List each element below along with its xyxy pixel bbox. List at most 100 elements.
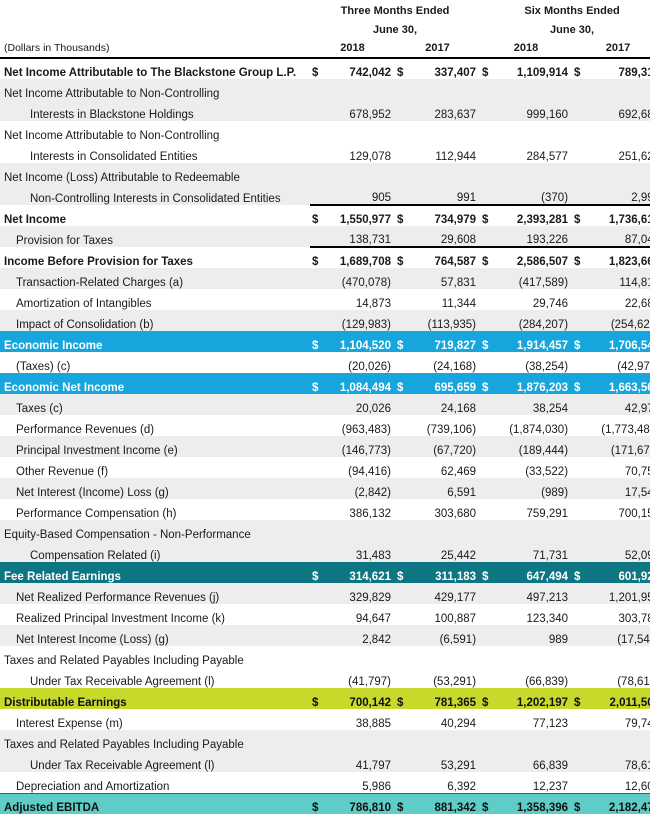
currency-symbol-taxes-negative-2 <box>480 352 495 373</box>
value-taxes-related-payables-1-col3: (78,615) <box>586 667 650 688</box>
currency-symbol-depreciation-and-amortization-2 <box>480 772 495 793</box>
table-row: Depreciation and Amortization 5,986 6,392 1… <box>0 772 650 793</box>
value-economic-net-income-col2: 1,876,203 <box>494 373 573 394</box>
header-subgroup-row: June 30, June 30, <box>0 19 650 38</box>
value-principal-investment-income-col2: (189,444) <box>494 436 573 457</box>
currency-symbol-realized-principal-investment-income-0 <box>310 604 324 625</box>
table-row: Net Income Attributable to Non-Controlli… <box>0 121 650 142</box>
currency-symbol-ni-loss-redeemable-noncontrolling-3 <box>572 184 587 205</box>
value-taxes-related-payables-2-col3: 78,615 <box>586 751 650 772</box>
table-row: Income Before Provision for Taxes $1,689,… <box>0 246 650 268</box>
table-row: Interests in Blackstone Holdings 678,952 2… <box>0 100 650 121</box>
value-amortization-of-intangibles-col2: 29,746 <box>494 289 573 310</box>
header-three-months-ended: Three Months Ended <box>340 5 450 17</box>
table-row: Realized Principal Investment Income (k)… <box>0 604 650 625</box>
value-net-interest-income-loss-2-col1: (6,591) <box>409 625 481 646</box>
currency-symbol-net-interest-income-loss-2 <box>480 478 495 499</box>
row-label-net-income: Net Income <box>0 205 310 226</box>
row-label-transaction-related-charges: Transaction-Related Charges (a) <box>0 268 310 289</box>
currency-symbol-net-income-3: $ <box>572 204 587 226</box>
currency-symbol-taxes-1 <box>395 394 409 415</box>
value-depreciation-and-amortization-col2: 12,237 <box>494 772 573 793</box>
currency-symbol-performance-revenues-1 <box>395 415 409 436</box>
currency-symbol-amortization-of-intangibles-0 <box>310 289 324 310</box>
row-label-taxes-related-payables-2: Under Tax Receivable Agreement (l) <box>0 751 310 772</box>
currency-symbol-amortization-of-intangibles-2 <box>480 289 495 310</box>
currency-symbol-interest-expense-0 <box>310 709 324 730</box>
currency-symbol-taxes-negative-0 <box>310 352 324 373</box>
header-group-row: Three Months Ended Six Months Ended <box>0 0 650 19</box>
value-provision-for-taxes-col2: 193,226 <box>494 226 573 247</box>
currency-symbol-fee-related-earnings-3: $ <box>572 562 587 583</box>
table-row: Interests in Consolidated Entities 129,07… <box>0 142 650 163</box>
header-year-q3-2018: 2018 <box>310 38 395 59</box>
row-label-performance-compensation: Performance Compensation (h) <box>0 499 310 520</box>
value-net-interest-income-loss-col2: (989) <box>494 478 573 499</box>
value-economic-net-income-col1: 695,659 <box>409 373 481 394</box>
table-row: Interest Expense (m) 38,885 40,294 77,123 79… <box>0 709 650 730</box>
currency-symbol-net-realized-performance-revenues-1 <box>395 583 409 604</box>
row-label-impact-of-consolidation: Impact of Consolidation (b) <box>0 310 310 331</box>
value-realized-principal-investment-income-col3: 303,781 <box>586 604 650 625</box>
currency-symbol-amortization-of-intangibles-3 <box>572 289 587 310</box>
table-row: Net Interest Income (Loss) (g) 2,842 (6,59… <box>0 625 650 646</box>
value-distributable-earnings-col2: 1,202,197 <box>494 688 573 709</box>
units-note: (Dollars in Thousands) <box>0 38 310 59</box>
currency-symbol-ni-noncontrolling-blackstone-holdings-1 <box>395 100 409 121</box>
currency-symbol-principal-investment-income-3 <box>572 436 587 457</box>
currency-symbol-provision-for-taxes-3 <box>572 226 587 247</box>
table-row: Net Income $1,550,977 $734,979 $2,393,281 $1… <box>0 204 650 226</box>
value-provision-for-taxes-col3: 87,045 <box>586 226 650 247</box>
header-date-left: June 30, <box>373 24 418 36</box>
table-row: Compensation Related (i) 31,483 25,442 71,7… <box>0 541 650 562</box>
value-other-revenue-col3: 70,756 <box>586 457 650 478</box>
header-year-h1-2017: 2017 <box>572 38 650 59</box>
currency-symbol-distributable-earnings-0: $ <box>310 688 324 709</box>
table-row: Under Tax Receivable Agreement (l) 41,797… <box>0 751 650 772</box>
value-net-income-attributable-blackstone-lp-col1: 337,407 <box>409 58 481 79</box>
value-performance-compensation-col2: 759,291 <box>494 499 573 520</box>
table-row: Adjusted EBITDA $786,810 $881,342 $1,358,39… <box>0 792 650 814</box>
row-label-distributable-earnings: Distributable Earnings <box>0 688 310 709</box>
header-year-h1-2018: 2018 <box>480 38 573 59</box>
row-label-line1-equity-based-compensation-non-performance: Equity-Based Compensation - Non-Performa… <box>0 520 650 541</box>
currency-symbol-economic-net-income-0: $ <box>310 373 324 394</box>
row-label-line1-ni-noncontrolling-blackstone-holdings: Net Income Attributable to Non-Controlli… <box>0 79 650 100</box>
value-taxes-negative-col2: (38,254) <box>494 352 573 373</box>
currency-symbol-provision-for-taxes-1 <box>395 226 409 247</box>
value-taxes-negative-col1: (24,168) <box>409 352 481 373</box>
value-distributable-earnings-col3: 2,011,503 <box>586 688 650 709</box>
value-interest-expense-col0: 38,885 <box>324 709 395 730</box>
value-net-income-col3: 1,736,619 <box>586 204 650 226</box>
value-economic-income-col2: 1,914,457 <box>494 331 573 352</box>
table-row: Taxes (c) 20,026 24,168 38,254 42,973 <box>0 394 650 415</box>
row-label-fee-related-earnings: Fee Related Earnings <box>0 562 310 583</box>
table-row: Non-Controlling Interests in Consolidate… <box>0 184 650 205</box>
value-other-revenue-col1: 62,469 <box>409 457 481 478</box>
value-adjusted-ebitda-col1: 881,342 <box>409 792 481 814</box>
currency-symbol-net-income-attributable-blackstone-lp-1: $ <box>395 58 409 79</box>
currency-symbol-net-income-1: $ <box>395 204 409 226</box>
value-principal-investment-income-col0: (146,773) <box>324 436 395 457</box>
value-equity-based-compensation-non-performance-col3: 52,092 <box>586 541 650 562</box>
currency-symbol-fee-related-earnings-0: $ <box>310 562 324 583</box>
value-performance-revenues-col2: (1,874,030) <box>494 415 573 436</box>
currency-symbol-ni-noncontrolling-blackstone-holdings-2 <box>480 100 495 121</box>
value-amortization-of-intangibles-col0: 14,873 <box>324 289 395 310</box>
currency-symbol-ni-noncontrolling-blackstone-holdings-0 <box>310 100 324 121</box>
value-depreciation-and-amortization-col3: 12,608 <box>586 772 650 793</box>
table-row: Net Income Attributable to The Blackston… <box>0 58 650 79</box>
table-row: Performance Compensation (h) 386,132 303,6… <box>0 499 650 520</box>
row-label-adjusted-ebitda: Adjusted EBITDA <box>0 792 310 814</box>
value-performance-revenues-col1: (739,106) <box>409 415 481 436</box>
value-transaction-related-charges-col2: (417,589) <box>494 268 573 289</box>
currency-symbol-equity-based-compensation-non-performance-0 <box>310 541 324 562</box>
currency-symbol-impact-of-consolidation-3 <box>572 310 587 331</box>
value-net-income-attributable-blackstone-lp-col3: 789,316 <box>586 58 650 79</box>
value-impact-of-consolidation-col0: (129,983) <box>324 310 395 331</box>
table-row: Fee Related Earnings $314,621 $311,183 $647… <box>0 562 650 583</box>
value-net-income-col0: 1,550,977 <box>324 204 395 226</box>
currency-symbol-net-realized-performance-revenues-0 <box>310 583 324 604</box>
value-ni-noncontrolling-consolidated-entities-col0: 129,078 <box>324 142 395 163</box>
